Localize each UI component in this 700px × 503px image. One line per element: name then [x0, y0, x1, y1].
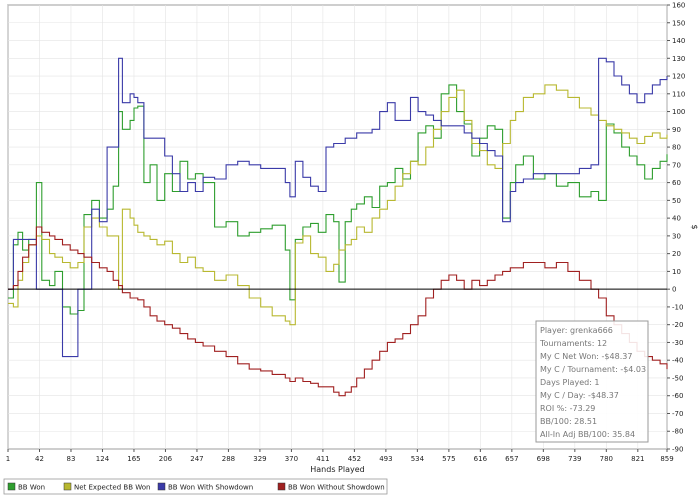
info-box-frame	[535, 320, 649, 443]
y-tick-label: 160	[672, 2, 685, 10]
x-tick-label: 83	[67, 455, 76, 463]
y-tick-label: 80	[672, 144, 681, 152]
info-line: Player: grenka666	[540, 326, 613, 335]
y-tick-label: -70	[672, 410, 683, 418]
x-tick-label: 124	[96, 455, 110, 463]
x-tick-label: 616	[474, 455, 488, 463]
y-tick-label: -60	[672, 392, 683, 400]
y-tick-label: 0	[672, 286, 676, 294]
y-tick-label: 70	[672, 161, 681, 169]
series-line-1	[8, 84, 668, 315]
y-tick-label: 90	[672, 126, 681, 134]
x-axis-title: Hands Played	[310, 465, 364, 474]
y-tick-label: -30	[672, 339, 683, 347]
x-tick-label: 575	[442, 455, 455, 463]
y-tick-label: 140	[672, 37, 685, 45]
y-tick-label: 100	[672, 108, 685, 116]
x-tick-label: 370	[285, 455, 298, 463]
y-tick-label: 10	[672, 268, 681, 276]
legend-swatch	[7, 482, 16, 491]
x-axis-ticks: 1 42 83 124 165 206 247 288 329 370 411 452 493 534 57…	[6, 449, 674, 463]
y-tick-label: 40	[672, 215, 681, 223]
x-tick-label: 739	[568, 455, 581, 463]
legend-swatch	[157, 482, 166, 491]
y-tick-label: -10	[672, 303, 683, 311]
y-tick-label: 130	[672, 55, 685, 63]
x-tick-label: 42	[35, 455, 44, 463]
x-tick-label: 247	[190, 455, 203, 463]
y-tick-label: -20	[672, 321, 683, 329]
x-tick-label: 698	[537, 455, 550, 463]
x-tick-label: 859	[660, 455, 673, 463]
x-tick-label: 534	[411, 455, 425, 463]
y-tick-label: 150	[672, 19, 685, 27]
x-tick-label: 821	[631, 455, 644, 463]
info-line: Days Played: 1	[540, 378, 600, 387]
y-axis-ticks: -90 -80 -70 -60 -50 -40 -30 -20 -10 0 10 20 30 40 50 60…	[667, 2, 685, 454]
y-tick-label: -50	[672, 374, 683, 382]
x-tick-label: 165	[127, 455, 140, 463]
info-line: My C Net Won: -$48.37	[540, 352, 632, 361]
y-tick-label: -90	[672, 446, 683, 454]
y-tick-label: 30	[672, 232, 681, 240]
y-tick-label: 20	[672, 250, 681, 258]
info-line: My C / Tournament: -$4.03	[540, 365, 646, 374]
series-line-3	[8, 57, 668, 358]
series-line-4	[8, 226, 668, 397]
info-line: Tournaments: 12	[539, 339, 607, 348]
info-line: My C / Day: -$48.37	[540, 391, 619, 400]
y-tick-label: -40	[672, 357, 683, 365]
x-tick-label: 493	[379, 455, 392, 463]
info-line: BB/100: 28.51	[540, 417, 597, 426]
y-tick-label: -80	[672, 428, 683, 436]
x-tick-label: 329	[253, 455, 266, 463]
y-tick-label: 60	[672, 179, 681, 187]
y-axis-title: $	[690, 224, 699, 229]
x-tick-label: 411	[316, 455, 329, 463]
info-line: ROI %: -73.29	[540, 404, 595, 413]
x-tick-label: 657	[505, 455, 518, 463]
legend-frame	[3, 478, 388, 495]
legend-swatch	[63, 482, 72, 491]
y-tick-label: 50	[672, 197, 681, 205]
stats-info-box: Player: grenka666 Tournaments: 12 My C Net…	[535, 320, 649, 443]
x-tick-label: 206	[159, 455, 173, 463]
legend: BB Won Net Expected BB Won BB Won With Sho…	[3, 478, 388, 495]
legend-swatch	[277, 482, 286, 491]
x-tick-label: 780	[600, 455, 613, 463]
legend-label: BB Won With Showdown	[168, 484, 253, 492]
series-lines	[8, 57, 668, 397]
x-tick-label: 1	[6, 455, 10, 463]
x-tick-label: 452	[348, 455, 361, 463]
info-line: All-In Adj BB/100: 35.84	[540, 430, 635, 439]
legend-label: BB Won Without Showdown	[288, 484, 385, 492]
y-tick-label: 110	[672, 90, 685, 98]
legend-label: BB Won	[18, 484, 45, 492]
x-tick-label: 288	[222, 455, 235, 463]
series-line-2	[8, 84, 668, 326]
legend-label: Net Expected BB Won	[74, 484, 150, 492]
y-tick-label: 120	[672, 73, 685, 81]
